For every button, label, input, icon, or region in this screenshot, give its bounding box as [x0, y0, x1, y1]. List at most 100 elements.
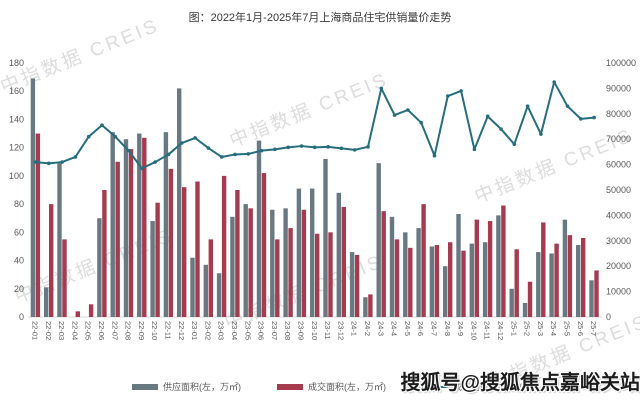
price-point	[299, 144, 304, 148]
price-point	[100, 123, 104, 128]
y-axis-right-tick: 10000	[606, 287, 631, 297]
x-axis-tick: 22-04	[70, 321, 79, 340]
x-axis-tick: 22-02	[44, 321, 53, 340]
x-axis-tick: 23-12	[336, 321, 345, 340]
y-axis-left-tick: 0	[19, 312, 24, 322]
legend-price-label: 成交均价(右，元/㎡)	[453, 382, 534, 392]
price-point	[60, 160, 64, 164]
sales-bar	[62, 239, 67, 317]
price-point	[419, 120, 424, 125]
supply-bar	[137, 133, 142, 317]
y-axis-left-tick: 140	[9, 114, 24, 124]
x-axis-tick: 23-07	[270, 321, 279, 340]
x-axis-tick: 22-05	[84, 321, 93, 340]
y-axis-right-tick: 80000	[606, 109, 631, 119]
price-line	[34, 81, 596, 170]
sales-bar	[128, 149, 134, 317]
sales-bar	[554, 243, 559, 317]
sales-bar	[301, 209, 307, 317]
sales-bar	[421, 204, 426, 317]
sales-bar	[102, 190, 107, 317]
price-point	[166, 152, 171, 157]
chart-title: 图：2022年1月-2025年7月上海商品住宅供销量价走势	[188, 12, 452, 24]
supply-bar	[296, 188, 302, 317]
x-axis-tick: 24-12	[496, 321, 505, 340]
sales-bar	[527, 281, 533, 317]
sales-bar	[381, 211, 386, 317]
x-axis-tick: 24-4	[390, 321, 399, 336]
supply-bar	[509, 288, 514, 317]
price-point	[206, 146, 211, 150]
supply-bar	[270, 209, 275, 317]
price-point	[446, 94, 450, 98]
sales-bar	[487, 221, 493, 317]
price-point	[406, 108, 410, 112]
price-point	[140, 166, 144, 171]
x-axis-tick: 22-06	[97, 321, 106, 340]
price-point	[86, 134, 91, 139]
legend-item-sales: 成交面积(左，万㎡)	[277, 380, 386, 393]
sales-bar	[168, 168, 174, 317]
x-axis-tick: 23-04	[230, 321, 239, 340]
supply-bar	[536, 252, 541, 317]
price-point	[339, 146, 344, 151]
sales-bar	[541, 222, 546, 317]
x-axis-tick: 22-01	[31, 321, 40, 340]
price-point	[286, 145, 291, 150]
x-axis-tick: 23-11	[323, 321, 332, 340]
sales-bar	[49, 204, 54, 317]
sales-bar	[514, 249, 519, 317]
x-axis-tick: 23-08	[283, 321, 292, 340]
sales-bar	[594, 270, 599, 317]
supply-bar	[549, 253, 554, 317]
supply-bar	[216, 273, 222, 317]
sales-bar	[474, 219, 479, 317]
sales-bar	[288, 228, 293, 317]
price-point	[499, 127, 503, 131]
x-axis-tick: 23-10	[310, 321, 319, 340]
x-axis-tick: 22-08	[124, 321, 133, 340]
x-axis-tick: 25-5	[563, 321, 572, 336]
sales-bar	[434, 245, 440, 317]
supply-bar	[243, 204, 248, 317]
sales-bar	[248, 208, 253, 317]
price-point	[233, 152, 237, 157]
sales-bar	[208, 239, 213, 317]
x-axis-tick: 25-3	[536, 321, 545, 336]
price-point	[525, 104, 530, 108]
sales-bar	[448, 242, 453, 317]
price-point	[153, 160, 157, 164]
price-point	[379, 86, 384, 91]
y-axis-left-tick: 160	[9, 86, 24, 96]
supply-bar	[30, 78, 36, 318]
sales-bar	[88, 304, 94, 317]
y-axis-right-tick: 100000	[606, 58, 636, 68]
price-point	[273, 147, 277, 152]
x-axis-tick: 24-3	[376, 321, 385, 336]
sales-bar	[408, 247, 413, 317]
x-axis-tick: 24-6	[416, 321, 425, 336]
sales-bar	[567, 235, 573, 317]
x-axis-tick: 24-8	[443, 321, 452, 336]
supply-bar	[256, 140, 262, 317]
supply-bar	[336, 192, 341, 317]
supply-bar	[203, 264, 208, 317]
sales-bar	[235, 190, 240, 317]
x-axis-tick: 25-2	[523, 321, 532, 336]
sales-bar	[275, 239, 280, 317]
price-point	[459, 89, 463, 93]
supply-bar	[496, 215, 501, 317]
price-point	[485, 114, 490, 119]
price-point	[246, 152, 251, 156]
supply-bar	[456, 213, 461, 317]
supply-bar	[230, 216, 235, 317]
supply-bar	[310, 188, 315, 317]
price-point	[512, 142, 517, 147]
x-axis-tick: 23-03	[217, 321, 226, 340]
sales-bar	[354, 254, 360, 317]
y-axis-right-tick: 40000	[606, 210, 631, 220]
supply-bar	[429, 246, 435, 317]
x-axis-tick: 25-6	[576, 321, 585, 336]
y-axis-right-tick: 0	[606, 312, 611, 322]
